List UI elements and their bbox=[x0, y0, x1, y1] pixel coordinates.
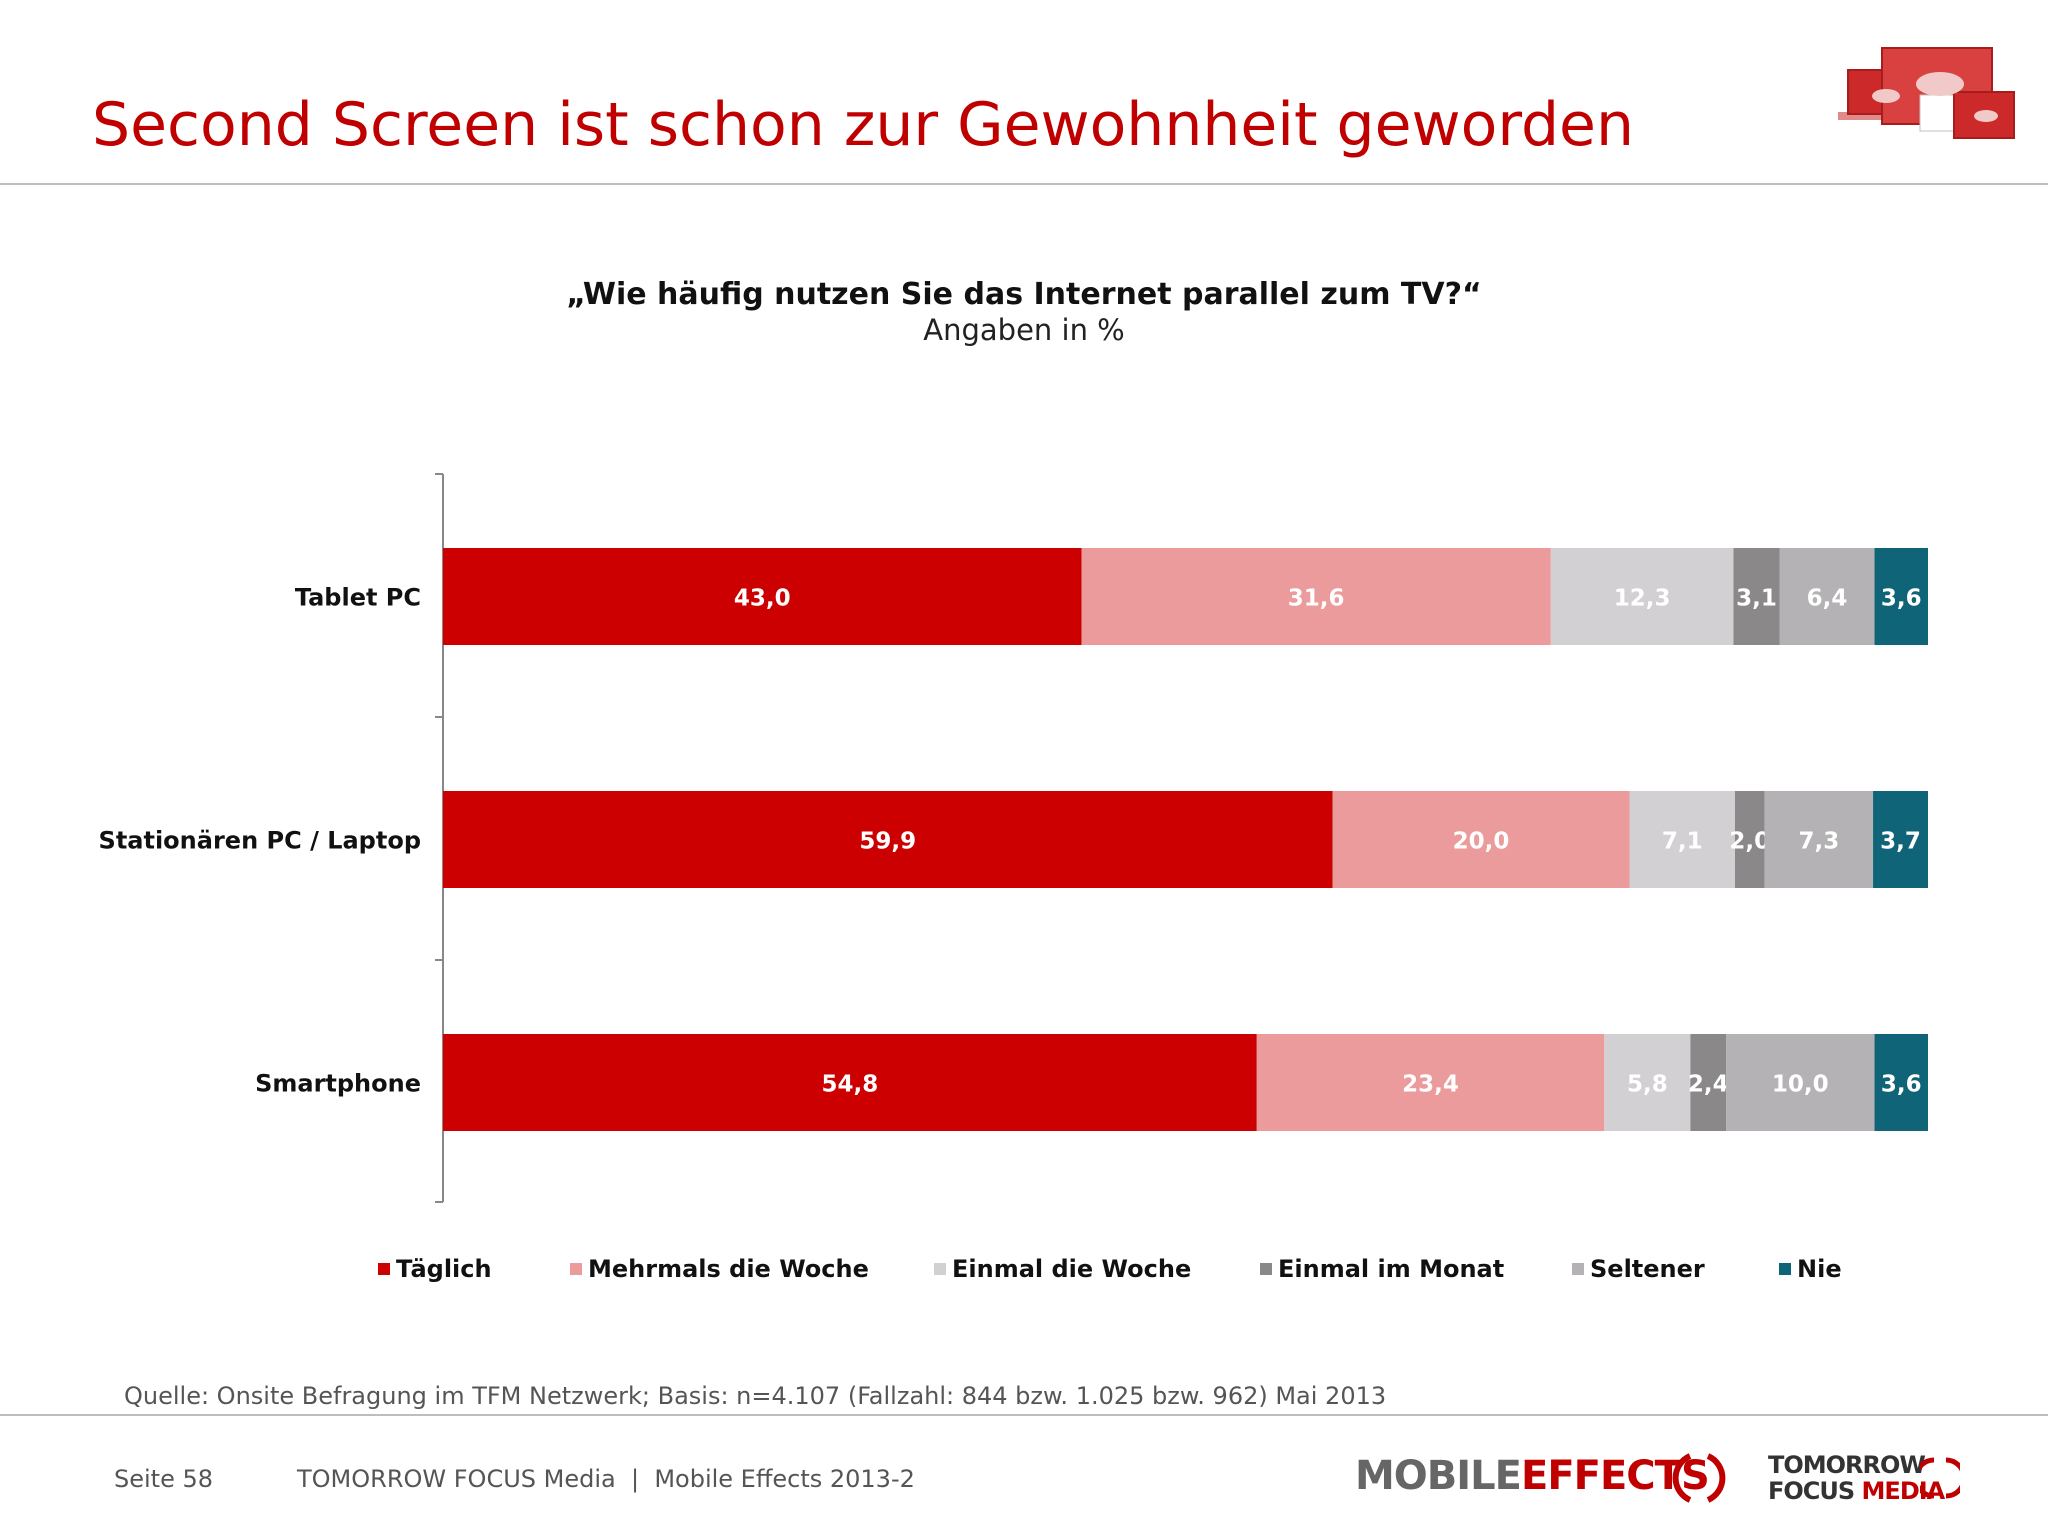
bar-segment bbox=[443, 791, 1333, 888]
bar-segment bbox=[1629, 791, 1735, 888]
bar-segment bbox=[443, 548, 1082, 645]
bar-segment bbox=[1764, 791, 1874, 888]
devices-cloud-icon bbox=[1838, 47, 2015, 139]
data-label: 3,6 bbox=[1881, 1072, 1922, 1098]
data-label: 6,4 bbox=[1807, 586, 1848, 612]
legend-item: Einmal im Monat bbox=[1260, 1255, 1504, 1283]
data-label: 2,4 bbox=[1688, 1072, 1729, 1098]
bar-segment bbox=[1726, 1034, 1875, 1131]
footer-text: TOMORROW FOCUS Media | Mobile Effects 20… bbox=[297, 1465, 915, 1493]
mobile-effects-arc-icon bbox=[1672, 1453, 1726, 1503]
footer-divider bbox=[0, 1414, 2048, 1416]
bar-segment bbox=[1874, 548, 1928, 645]
legend-swatch bbox=[1260, 1263, 1272, 1275]
chart-subtitle: Angaben in % bbox=[923, 313, 1125, 347]
bar-segment bbox=[443, 1034, 1257, 1131]
data-label: 2,0 bbox=[1729, 829, 1770, 855]
logo-tomorrow-word: TOMORROW bbox=[1768, 1451, 1926, 1479]
bar-segment bbox=[1690, 1034, 1727, 1131]
bar-segment bbox=[1332, 791, 1630, 888]
legend-label: Nie bbox=[1797, 1255, 1842, 1283]
bar-segment bbox=[1734, 791, 1765, 888]
legend-item: Seltener bbox=[1572, 1255, 1705, 1283]
source-note: Quelle: Onsite Befragung im TFM Netzwerk… bbox=[124, 1382, 1387, 1410]
data-label: 10,0 bbox=[1772, 1072, 1829, 1098]
bar-segment bbox=[1550, 548, 1734, 645]
legend-swatch bbox=[378, 1263, 390, 1275]
data-label: 3,7 bbox=[1880, 829, 1921, 855]
legend-swatch bbox=[1572, 1263, 1584, 1275]
data-label: 23,4 bbox=[1402, 1072, 1459, 1098]
stacked-bar-chart: Tablet PC 43,0 31,6 12,3 3,1 6,4 3,6 Stationäre… bbox=[99, 473, 1928, 1203]
data-label: 43,0 bbox=[734, 586, 791, 612]
logo-mobile-word: MOBILE bbox=[1355, 1453, 1522, 1499]
data-label: 7,3 bbox=[1798, 829, 1839, 855]
tomorrow-focus-media-logo: TOMORROW FOCUS MEDIA bbox=[1768, 1451, 1946, 1505]
bar-segment bbox=[1733, 548, 1780, 645]
category-label: Stationären PC / Laptop bbox=[99, 827, 421, 855]
data-label: 12,3 bbox=[1614, 586, 1671, 612]
bar-segment bbox=[1874, 1034, 1928, 1131]
legend-item: Täglich bbox=[378, 1255, 492, 1283]
bar-segment bbox=[1779, 548, 1875, 645]
legend-label: Einmal die Woche bbox=[952, 1255, 1192, 1283]
title-divider bbox=[0, 183, 2048, 185]
bar-segment bbox=[1604, 1034, 1691, 1131]
legend-item: Mehrmals die Woche bbox=[570, 1255, 869, 1283]
chart-legend: Täglich Mehrmals die Woche Einmal die Woch… bbox=[0, 1255, 2048, 1295]
category-label: Tablet PC bbox=[295, 584, 421, 612]
page-number: Seite 58 bbox=[114, 1465, 214, 1493]
legend-swatch bbox=[570, 1263, 582, 1275]
data-label: 3,1 bbox=[1736, 586, 1777, 612]
logo-focus-word: FOCUS bbox=[1768, 1477, 1855, 1505]
legend-label: Täglich bbox=[396, 1255, 492, 1283]
data-label: 7,1 bbox=[1662, 829, 1703, 855]
data-label: 31,6 bbox=[1288, 586, 1345, 612]
logo-media-word: MEDIA bbox=[1861, 1477, 1946, 1505]
data-label: 20,0 bbox=[1453, 829, 1510, 855]
slide-title: Second Screen ist schon zur Gewohnheit g… bbox=[92, 90, 1634, 160]
bar-segment bbox=[1256, 1034, 1605, 1131]
legend-item: Einmal die Woche bbox=[934, 1255, 1191, 1283]
data-label: 54,8 bbox=[822, 1072, 879, 1098]
tomorrow-focus-arc-icon bbox=[1920, 1457, 1960, 1499]
legend-swatch bbox=[1779, 1263, 1791, 1275]
mobile-effects-logo: MOBILEEFFECTS bbox=[1355, 1453, 1710, 1499]
legend-label: Seltener bbox=[1590, 1255, 1705, 1283]
category-label: Smartphone bbox=[255, 1070, 421, 1098]
chart-title: „Wie häufig nutzen Sie das Internet para… bbox=[566, 277, 1482, 312]
legend-item: Nie bbox=[1779, 1255, 1842, 1283]
legend-label: Einmal im Monat bbox=[1278, 1255, 1505, 1283]
data-label: 3,6 bbox=[1881, 586, 1922, 612]
bar-segment bbox=[1873, 791, 1928, 888]
legend-swatch bbox=[934, 1263, 946, 1275]
legend-label: Mehrmals die Woche bbox=[588, 1255, 869, 1283]
data-label: 5,8 bbox=[1627, 1072, 1668, 1098]
bar-segment bbox=[1081, 548, 1551, 645]
data-label: 59,9 bbox=[859, 829, 916, 855]
